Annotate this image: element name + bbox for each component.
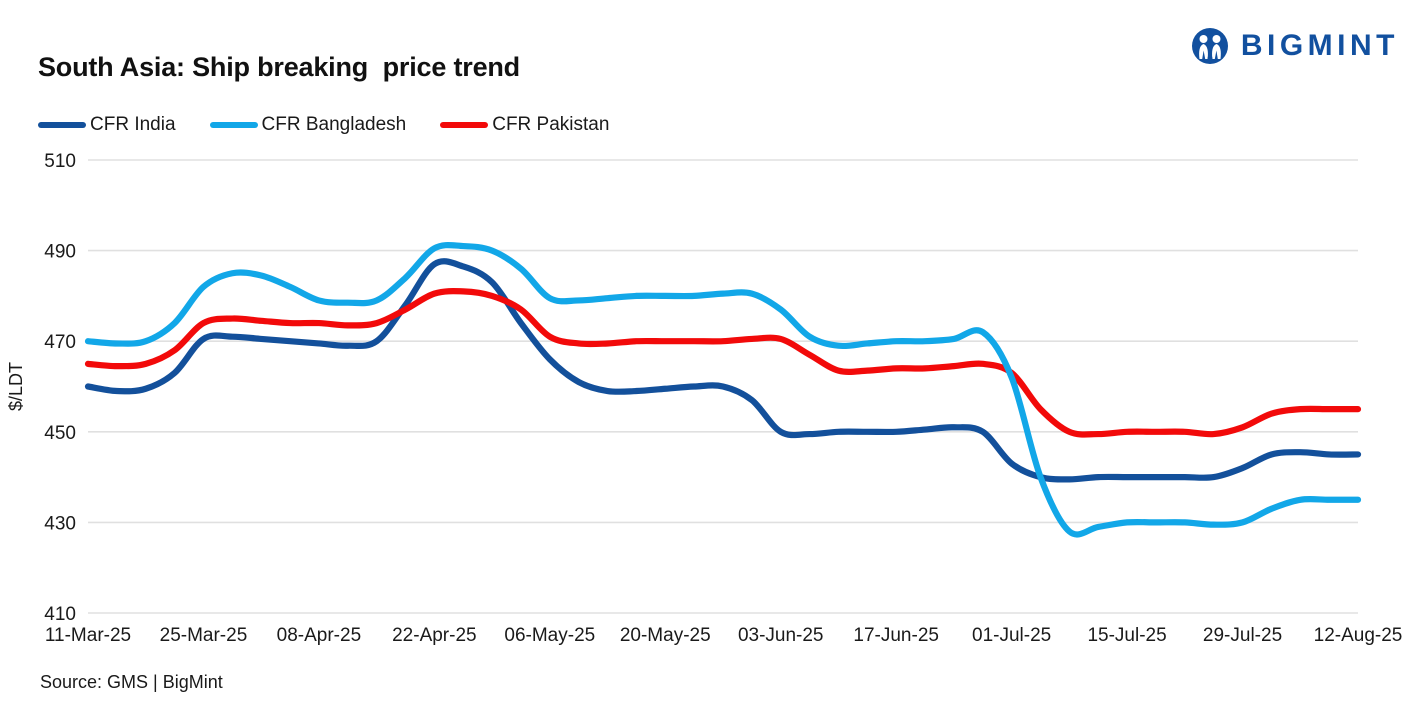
series-line-cfr-bangladesh: [84, 241, 1362, 538]
legend-swatch-icon: [38, 122, 86, 128]
x-tick-label: 15-Jul-25: [1087, 625, 1166, 646]
brand-wordmark: BIGMINT: [1240, 29, 1399, 62]
y-tick-label: 470: [44, 332, 76, 353]
bigmint-people-circle-icon: [1191, 28, 1228, 64]
x-axis-tick-labels: 11-Mar-25 25-Mar-25 08-Apr-25 22-Apr-25 06-M…: [45, 625, 1402, 646]
legend-swatch-icon: [440, 122, 489, 128]
series-lines-group: [84, 241, 1362, 538]
series-line-cfr-pakistan: [84, 288, 1362, 438]
x-tick-label: 06-May-25: [504, 625, 595, 646]
x-tick-label: 22-Apr-25: [392, 625, 477, 646]
y-tick-label: 490: [44, 242, 76, 263]
x-tick-label: 01-Jul-25: [972, 625, 1051, 646]
legend-item-cfr-pakistan[interactable]: CFR Pakistan: [440, 114, 609, 136]
chart-legend: CFR India CFR Bangladesh CFR Pakistan: [38, 114, 643, 136]
y-axis-title: $/LDT: [6, 362, 26, 411]
x-tick-label: 20-May-25: [620, 625, 711, 646]
y-tick-label: 510: [44, 151, 76, 172]
legend-item-cfr-bangladesh[interactable]: CFR Bangladesh: [209, 114, 407, 136]
legend-label: CFR Pakistan: [492, 114, 610, 135]
brand-logo: BIGMINT: [1190, 26, 1399, 66]
x-tick-label: 12-Aug-25: [1314, 625, 1403, 646]
x-tick-label: 29-Jul-25: [1203, 625, 1282, 646]
y-tick-label: 450: [44, 423, 76, 444]
page-title: South Asia: Ship breaking price trend: [38, 52, 520, 82]
x-tick-label: 03-Jun-25: [738, 625, 824, 646]
series-line-cfr-india: [84, 258, 1362, 483]
legend-swatch-icon: [209, 122, 258, 128]
source-note: Source: GMS | BigMint: [40, 672, 223, 692]
x-tick-label: 11-Mar-25: [45, 625, 131, 646]
y-tick-label: 430: [44, 513, 76, 534]
x-tick-label: 25-Mar-25: [160, 625, 248, 646]
legend-label: CFR Bangladesh: [261, 114, 407, 135]
y-tick-label: 410: [44, 604, 76, 625]
legend-label: CFR India: [90, 114, 176, 135]
legend-item-cfr-india[interactable]: CFR India: [38, 114, 176, 136]
x-tick-label: 08-Apr-25: [277, 625, 362, 646]
y-axis-tick-labels: 410 430 450 470 490 510: [44, 151, 76, 625]
x-tick-label: 17-Jun-25: [853, 625, 939, 646]
